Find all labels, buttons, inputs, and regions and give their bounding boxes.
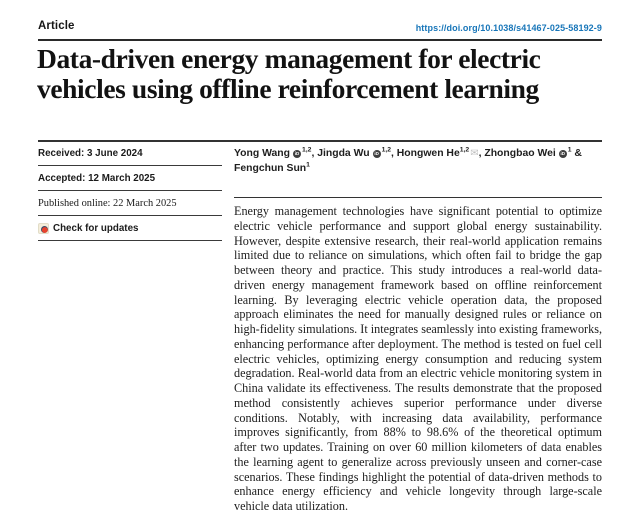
title-divider bbox=[38, 140, 602, 142]
author-separator: , bbox=[391, 148, 397, 159]
author-name: Jingda Wu bbox=[317, 148, 370, 159]
doi-link[interactable]: https://doi.org/10.1038/s41467-025-58192… bbox=[415, 23, 602, 33]
affiliation-superscript: 1 bbox=[306, 161, 310, 169]
author: Jingda Wu iD 1,2, bbox=[317, 146, 397, 159]
author-separator: & bbox=[571, 148, 582, 159]
accepted-date: Accepted: 12 March 2025 bbox=[38, 166, 222, 191]
envelope-icon[interactable]: ✉ bbox=[470, 148, 479, 159]
check-for-updates-label: Check for updates bbox=[53, 223, 139, 234]
article-type-label: Article bbox=[38, 20, 75, 32]
paper-title: Data-driven energy management for electr… bbox=[37, 43, 541, 104]
metadata-column: Received: 3 June 2024 Accepted: 12 March… bbox=[38, 141, 222, 241]
affiliation-superscript: 1,2 bbox=[459, 146, 470, 154]
affiliation-superscript: 1 bbox=[567, 146, 572, 154]
crossmark-circle bbox=[40, 225, 48, 233]
author-line: Yong Wang iD 1,2, Jingda Wu iD 1,2, Hongwen … bbox=[234, 147, 606, 176]
author: Zhongbao Wei iD 1 & bbox=[484, 146, 582, 159]
author: Yong Wang iD 1,2, bbox=[234, 146, 318, 159]
author-name: Yong Wang bbox=[234, 148, 290, 159]
author-separator: , bbox=[311, 148, 318, 159]
author-name: Fengchun Sun bbox=[234, 162, 307, 174]
published-date: Published online: 22 March 2025 bbox=[38, 191, 222, 216]
received-date: Received: 3 June 2024 bbox=[38, 141, 222, 166]
header-divider bbox=[38, 39, 602, 41]
affiliation-superscript: 1,2 bbox=[381, 146, 392, 154]
abstract-text: Energy management technologies have sign… bbox=[234, 197, 602, 514]
crossmark-icon bbox=[38, 223, 49, 234]
orcid-icon[interactable]: iD bbox=[558, 150, 567, 158]
author-name: Hongwen He bbox=[396, 148, 460, 159]
check-for-updates-button[interactable]: Check for updates bbox=[38, 216, 222, 241]
orcid-icon[interactable]: iD bbox=[292, 150, 301, 158]
author: Fengchun Sun1 bbox=[234, 161, 310, 174]
orcid-icon[interactable]: iD bbox=[372, 150, 381, 158]
author-name: Zhongbao Wei bbox=[484, 148, 556, 159]
author-separator: , bbox=[478, 148, 485, 159]
author: Hongwen He1,2✉, bbox=[396, 146, 485, 159]
affiliation-superscript: 1,2 bbox=[301, 146, 312, 154]
